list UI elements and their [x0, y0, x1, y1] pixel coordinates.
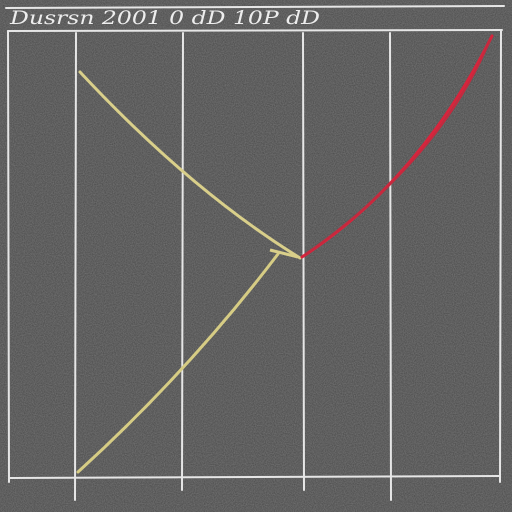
grid-line [302, 32, 305, 491]
header-text: Dusrsn 2001 0 dD 10P dD [9, 7, 320, 29]
grid-line [181, 32, 184, 491]
frame [5, 5, 505, 501]
frame-line [499, 29, 502, 483]
yellow-stroke [76, 252, 280, 474]
frame-line [7, 30, 10, 483]
yellow-stroke [269, 248, 299, 259]
red-stroke [305, 39, 491, 255]
grid-line [389, 32, 392, 501]
frame-line [5, 5, 505, 9]
frame-line [8, 475, 501, 479]
strokes [76, 34, 494, 474]
yellow-stroke [78, 70, 302, 260]
grid-line [74, 32, 77, 501]
frame-line [7, 29, 503, 32]
